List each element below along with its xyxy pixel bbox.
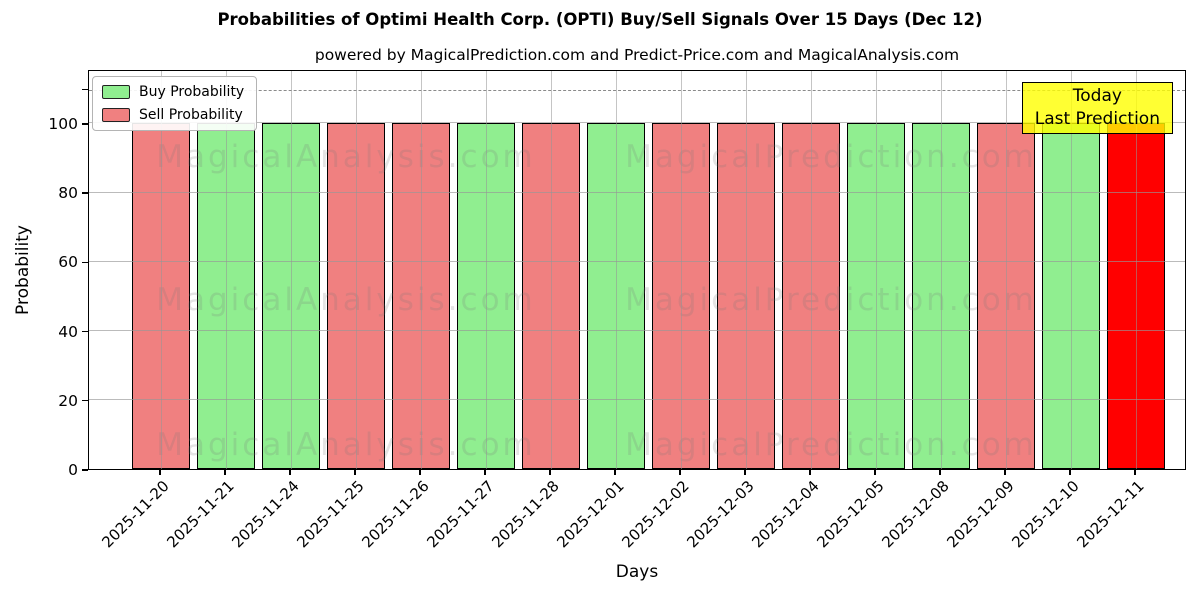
watermark-text: MagicalPrediction.com <box>625 427 1037 463</box>
y-tick-mark <box>82 192 88 194</box>
x-tick-mark <box>419 470 421 475</box>
x-tick-mark <box>1004 470 1006 475</box>
x-axis-label: Days <box>615 562 659 582</box>
watermark-text: MagicalAnalysis.com <box>156 139 536 175</box>
y-tick-label: 60 <box>58 253 78 272</box>
y-tick-mark <box>82 261 88 264</box>
y-tick-label: 0 <box>68 461 78 479</box>
threshold-dashed-line <box>89 90 1185 92</box>
x-tick-mark <box>614 470 616 475</box>
x-tick-mark <box>484 470 486 475</box>
legend-label-sell: Sell Probability <box>139 107 243 123</box>
y-tick-label: 100 <box>48 114 78 133</box>
x-tick-mark <box>874 470 876 475</box>
today-annotation-line1: Today <box>1072 86 1122 106</box>
y-tick-label: 40 <box>58 322 78 341</box>
watermark-text: MagicalAnalysis.com <box>156 282 536 318</box>
chart-title: Probabilities of Optimi Health Corp. (OP… <box>217 10 983 29</box>
x-tick-mark <box>354 470 356 475</box>
y-tick-mark <box>82 400 88 402</box>
x-tick-mark <box>549 470 551 475</box>
plot-area: MagicalAnalysis.com MagicalAnalysis.com Ma… <box>88 70 1186 470</box>
x-tick-mark <box>289 470 291 475</box>
x-tick-mark <box>1134 470 1136 475</box>
y-tick-mark <box>82 330 88 333</box>
x-tick-mark <box>159 470 161 475</box>
y-tick-label: 20 <box>58 391 78 410</box>
legend: Buy Probability Sell Probability <box>92 76 258 131</box>
legend-item-buy: Buy Probability <box>102 84 244 100</box>
watermark-text: MagicalPrediction.com <box>625 139 1037 175</box>
y-tick-label: 80 <box>58 184 78 203</box>
x-tick-mark <box>939 470 941 475</box>
y-tick-mark <box>82 123 88 125</box>
sell-swatch-icon <box>102 108 130 122</box>
x-tick-mark <box>224 470 226 475</box>
x-tick-mark <box>679 470 681 475</box>
buy-swatch-icon <box>102 85 130 99</box>
watermark-text: MagicalPrediction.com <box>625 282 1037 318</box>
chart-subtitle: powered by MagicalPrediction.com and Pre… <box>314 46 960 64</box>
today-annotation: Today Last Prediction <box>1021 82 1173 135</box>
y-tick-mark-unlabeled <box>82 88 88 91</box>
y-tick-mark <box>82 469 88 471</box>
y-axis-label: Probability <box>13 225 33 315</box>
x-tick-mark <box>809 470 811 475</box>
today-annotation-line2: Last Prediction <box>1034 108 1160 129</box>
x-tick-mark <box>1069 470 1071 475</box>
legend-label-buy: Buy Probability <box>139 84 245 100</box>
x-tick-mark <box>744 470 746 475</box>
watermark-text: MagicalAnalysis.com <box>156 427 536 463</box>
legend-item-sell: Sell Probability <box>102 107 244 123</box>
